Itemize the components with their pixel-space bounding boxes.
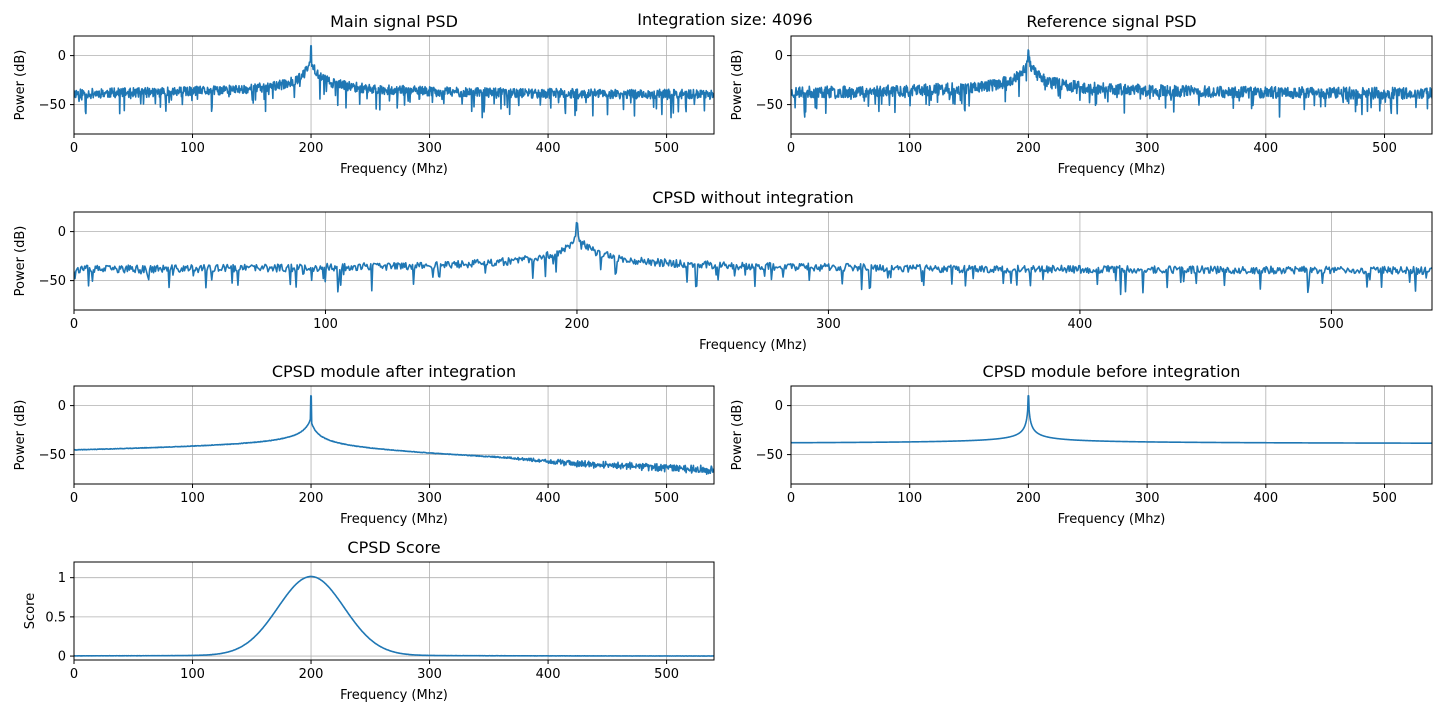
x-tick-label: 200 <box>299 491 324 506</box>
y-tick-label: 0 <box>58 399 66 414</box>
x-tick-label: 500 <box>654 141 679 156</box>
y-axis-label: Score <box>23 593 38 629</box>
axes-frame <box>73 561 715 661</box>
subplot-title: Main signal PSD <box>330 12 458 31</box>
series-line <box>791 395 1432 444</box>
x-tick-label: 100 <box>180 491 205 506</box>
y-axis-label: Power (dB) <box>13 50 28 121</box>
x-tick-label: 400 <box>536 667 561 682</box>
subplot-main_psd: 0 100 200 300 400 500 0 −50 Main signal PSD Frequ… <box>13 12 715 177</box>
x-tick-label: 0 <box>787 141 795 156</box>
x-tick-label: 200 <box>1016 141 1041 156</box>
x-tick-label: 500 <box>1319 317 1344 332</box>
x-axis-label: Frequency (Mhz) <box>340 688 448 703</box>
subplot-title: Reference signal PSD <box>1026 12 1196 31</box>
y-tick-label: 0 <box>58 650 66 665</box>
subplot-cpsd_score: 0 100 200 300 400 500 0 0.5 1 CPSD Score Frequency… <box>23 538 715 703</box>
subplot-title: CPSD Score <box>347 538 440 557</box>
x-axis-label: Frequency (Mhz) <box>699 338 807 353</box>
subplot-title: CPSD module after integration <box>272 362 516 381</box>
axes-frame <box>73 211 1433 311</box>
y-tick-label: 0 <box>58 225 66 240</box>
x-tick-label: 400 <box>1253 141 1278 156</box>
axes-frame <box>790 35 1433 135</box>
y-tick-label: 0 <box>775 49 783 64</box>
axes-frame <box>73 35 715 135</box>
series-line <box>74 395 714 475</box>
series-line <box>74 575 714 657</box>
x-tick-label: 300 <box>417 667 442 682</box>
x-tick-label: 400 <box>536 141 561 156</box>
x-tick-label: 100 <box>897 141 922 156</box>
y-tick-label: −50 <box>39 98 66 113</box>
x-tick-label: 300 <box>417 491 442 506</box>
y-axis-label: Power (dB) <box>730 400 745 471</box>
x-tick-label: 0 <box>787 491 795 506</box>
x-tick-label: 200 <box>299 667 324 682</box>
y-tick-label: −50 <box>756 98 783 113</box>
subplot-cpsd_before: 0 100 200 300 400 500 0 −50 CPSD module before i… <box>730 362 1433 527</box>
y-axis-label: Power (dB) <box>730 50 745 121</box>
x-tick-label: 400 <box>536 491 561 506</box>
x-axis-label: Frequency (Mhz) <box>1058 162 1166 177</box>
series-line <box>74 221 1432 296</box>
subplot-cpsd_after: 0 100 200 300 400 500 0 −50 CPSD module after in… <box>13 362 715 527</box>
figure-suptitle: Integration size: 4096 <box>637 10 813 29</box>
x-tick-label: 100 <box>313 317 338 332</box>
series-line <box>74 45 714 119</box>
x-tick-label: 300 <box>1135 491 1160 506</box>
x-tick-label: 300 <box>816 317 841 332</box>
x-tick-label: 200 <box>1016 491 1041 506</box>
y-tick-label: −50 <box>39 274 66 289</box>
series-line <box>791 49 1432 118</box>
axes-frame <box>73 385 715 485</box>
x-tick-label: 500 <box>654 667 679 682</box>
x-tick-label: 100 <box>180 141 205 156</box>
subplot-title: CPSD module before integration <box>983 362 1241 381</box>
x-tick-label: 200 <box>299 141 324 156</box>
x-tick-label: 100 <box>897 491 922 506</box>
x-tick-label: 0 <box>70 317 78 332</box>
y-tick-label: 0.5 <box>45 610 66 625</box>
x-tick-label: 200 <box>565 317 590 332</box>
y-tick-label: −50 <box>756 448 783 463</box>
x-tick-label: 0 <box>70 141 78 156</box>
x-tick-label: 500 <box>1372 141 1397 156</box>
x-tick-label: 400 <box>1253 491 1278 506</box>
y-axis-label: Power (dB) <box>13 226 28 297</box>
x-tick-label: 100 <box>180 667 205 682</box>
y-tick-label: 0 <box>58 49 66 64</box>
y-axis-label: Power (dB) <box>13 400 28 471</box>
x-tick-label: 300 <box>417 141 442 156</box>
subplot-cpsd_raw: 0 100 200 300 400 500 0 −50 CPSD without integra… <box>13 188 1433 353</box>
y-tick-label: 0 <box>775 399 783 414</box>
subplot-ref_psd: 0 100 200 300 400 500 0 −50 Reference signal PSD… <box>730 12 1433 177</box>
x-tick-label: 300 <box>1135 141 1160 156</box>
x-tick-label: 400 <box>1068 317 1093 332</box>
x-tick-label: 0 <box>70 667 78 682</box>
y-tick-label: −50 <box>39 448 66 463</box>
x-axis-label: Frequency (Mhz) <box>1058 512 1166 527</box>
x-tick-label: 500 <box>654 491 679 506</box>
x-tick-label: 500 <box>1372 491 1397 506</box>
axes-frame <box>790 385 1433 485</box>
subplot-title: CPSD without integration <box>652 188 854 207</box>
x-axis-label: Frequency (Mhz) <box>340 512 448 527</box>
x-axis-label: Frequency (Mhz) <box>340 162 448 177</box>
x-tick-label: 0 <box>70 491 78 506</box>
y-tick-label: 1 <box>58 571 66 586</box>
